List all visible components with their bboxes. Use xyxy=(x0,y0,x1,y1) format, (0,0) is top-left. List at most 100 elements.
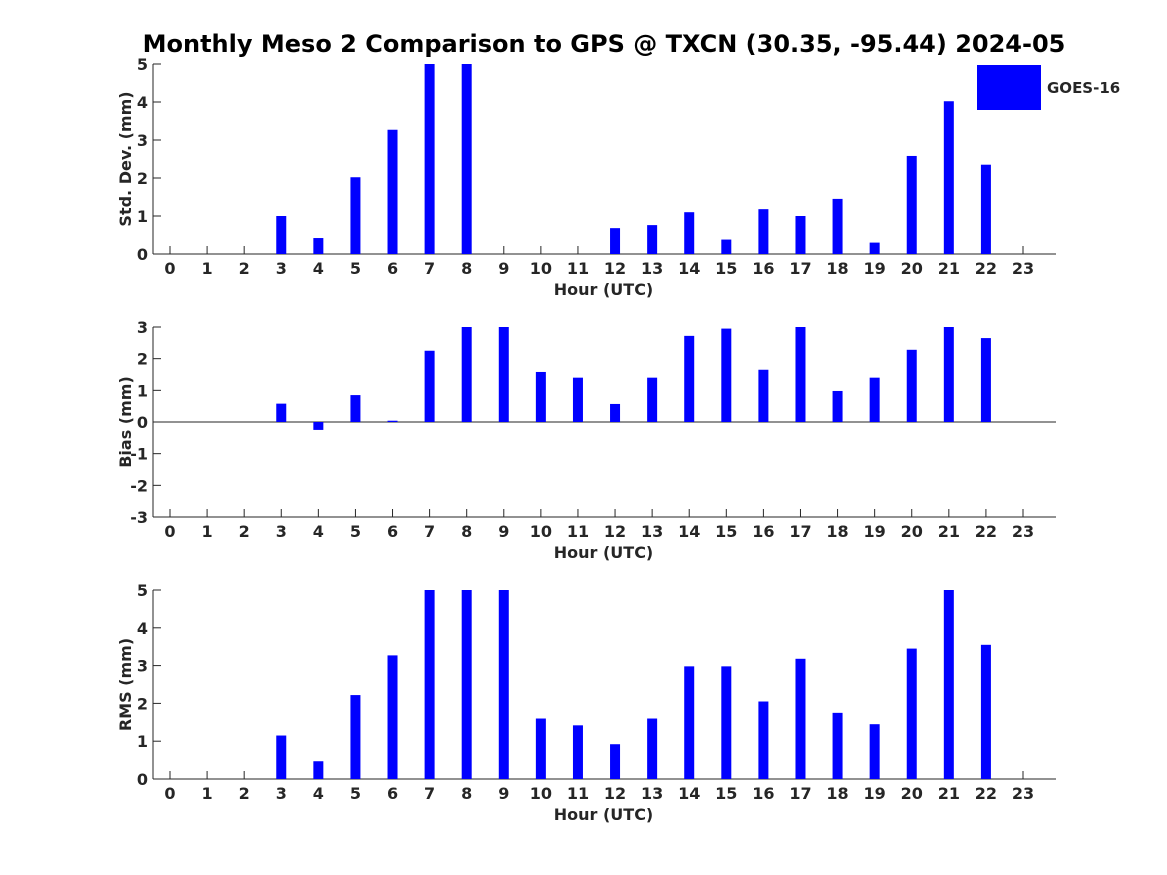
x-tick-label: 21 xyxy=(938,259,960,278)
x-tick-label: 22 xyxy=(975,784,997,803)
x-tick-label: 23 xyxy=(1012,259,1034,278)
x-tick-label: 13 xyxy=(641,522,663,541)
x-tick-label: 10 xyxy=(530,522,552,541)
bar-bias-hour-10 xyxy=(535,371,546,422)
y-tick-label: 5 xyxy=(137,581,148,600)
y-tick-label: 0 xyxy=(137,770,148,789)
bar-bias-hour-11 xyxy=(572,377,583,422)
x-tick-label: 18 xyxy=(826,784,848,803)
bar-rms-hour-13 xyxy=(647,718,658,779)
x-tick-label: 15 xyxy=(715,522,737,541)
y-axis-label: RMS (mm) xyxy=(116,638,135,731)
bar-rms-hour-7 xyxy=(424,590,435,779)
y-tick-label: 1 xyxy=(137,381,148,400)
bar-rms-hour-15 xyxy=(721,666,732,779)
y-tick-label: 0 xyxy=(137,413,148,432)
x-tick-label: 2 xyxy=(239,522,250,541)
x-tick-label: 13 xyxy=(641,259,663,278)
x-tick-label: 8 xyxy=(461,522,472,541)
y-tick-label: 5 xyxy=(137,55,148,74)
y-tick-label: -1 xyxy=(130,445,148,464)
x-tick-label: 6 xyxy=(387,522,398,541)
x-tick-label: 19 xyxy=(864,784,886,803)
bar-rms-hour-6 xyxy=(387,655,398,779)
bar-std-hour-19 xyxy=(869,242,880,254)
y-tick-label: 3 xyxy=(137,318,148,337)
legend-swatch xyxy=(977,65,1041,110)
x-tick-label: 8 xyxy=(461,784,472,803)
bar-bias-hour-20 xyxy=(906,349,917,422)
bar-rms-hour-4 xyxy=(313,761,324,779)
y-axis-label: Bias (mm) xyxy=(116,376,135,468)
y-tick-label: 2 xyxy=(137,350,148,369)
bar-bias-hour-19 xyxy=(869,377,880,422)
x-tick-label: 12 xyxy=(604,522,626,541)
x-tick-label: 4 xyxy=(313,259,324,278)
bar-std-hour-17 xyxy=(795,216,806,254)
bar-rms-hour-9 xyxy=(498,590,509,779)
y-tick-label: 2 xyxy=(137,694,148,713)
bar-std-hour-3 xyxy=(276,216,287,254)
bar-std-hour-4 xyxy=(313,238,324,254)
x-tick-label: 9 xyxy=(498,522,509,541)
bar-bias-hour-18 xyxy=(832,390,843,422)
y-axis-label: Std. Dev. (mm) xyxy=(116,91,135,226)
x-tick-label: 3 xyxy=(276,259,287,278)
bar-bias-hour-16 xyxy=(758,369,769,422)
x-tick-label: 10 xyxy=(530,784,552,803)
bar-rms-hour-17 xyxy=(795,658,806,779)
x-tick-label: 10 xyxy=(530,259,552,278)
bar-rms-hour-5 xyxy=(350,695,361,779)
x-tick-label: 3 xyxy=(276,522,287,541)
y-tick-label: 3 xyxy=(137,657,148,676)
x-tick-label: 15 xyxy=(715,259,737,278)
y-tick-label: 4 xyxy=(137,93,148,112)
x-tick-label: 16 xyxy=(752,784,774,803)
x-tick-label: 19 xyxy=(864,259,886,278)
x-tick-label: 4 xyxy=(313,522,324,541)
y-tick-label: 1 xyxy=(137,207,148,226)
x-tick-label: 23 xyxy=(1012,784,1034,803)
bar-std-hour-7 xyxy=(424,64,435,254)
x-tick-label: 8 xyxy=(461,259,472,278)
bar-std-hour-20 xyxy=(906,155,917,254)
x-tick-label: 2 xyxy=(239,259,250,278)
x-tick-label: 7 xyxy=(424,784,435,803)
x-tick-label: 17 xyxy=(789,522,811,541)
x-tick-label: 1 xyxy=(202,522,213,541)
x-tick-label: 22 xyxy=(975,522,997,541)
x-tick-label: 11 xyxy=(567,259,589,278)
x-tick-label: 17 xyxy=(789,259,811,278)
bar-rms-hour-11 xyxy=(572,725,583,779)
bar-std-hour-14 xyxy=(684,212,695,254)
x-tick-label: 18 xyxy=(826,522,848,541)
x-tick-label: 14 xyxy=(678,522,700,541)
x-tick-label: 11 xyxy=(567,522,589,541)
bar-rms-hour-12 xyxy=(610,744,621,779)
bar-bias-hour-3 xyxy=(276,403,287,422)
x-tick-label: 1 xyxy=(202,784,213,803)
x-tick-label: 2 xyxy=(239,784,250,803)
x-tick-label: 19 xyxy=(864,522,886,541)
x-tick-label: 0 xyxy=(164,522,175,541)
chart-title: Monthly Meso 2 Comparison to GPS @ TXCN … xyxy=(143,30,1066,58)
x-tick-label: 13 xyxy=(641,784,663,803)
x-tick-label: 15 xyxy=(715,784,737,803)
x-tick-label: 16 xyxy=(752,522,774,541)
bar-rms-hour-14 xyxy=(684,666,695,779)
x-tick-label: 1 xyxy=(202,259,213,278)
bar-std-hour-21 xyxy=(943,101,954,255)
x-tick-label: 6 xyxy=(387,259,398,278)
bar-rms-hour-22 xyxy=(980,644,991,779)
bar-bias-hour-21 xyxy=(943,327,954,422)
bar-rms-hour-10 xyxy=(535,718,546,779)
bar-rms-hour-16 xyxy=(758,701,769,779)
x-axis-label: Hour (UTC) xyxy=(554,543,654,562)
x-tick-label: 21 xyxy=(938,522,960,541)
x-tick-label: 3 xyxy=(276,784,287,803)
x-tick-label: 21 xyxy=(938,784,960,803)
x-tick-label: 14 xyxy=(678,259,700,278)
x-tick-label: 18 xyxy=(826,259,848,278)
x-tick-label: 9 xyxy=(498,784,509,803)
